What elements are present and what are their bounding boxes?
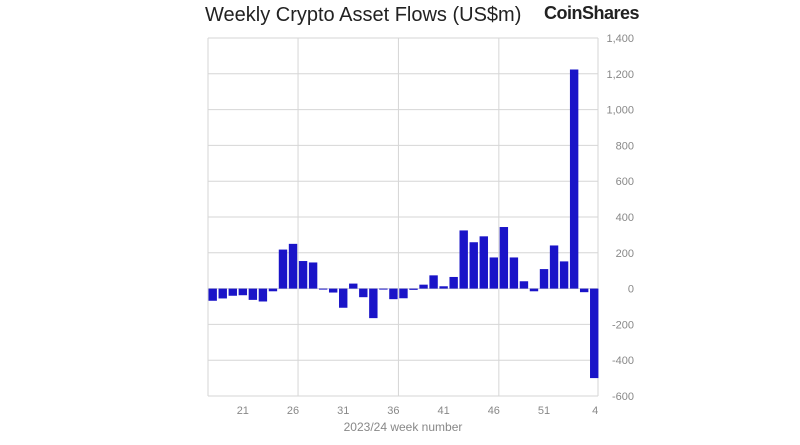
bar-week-18 — [208, 288, 217, 301]
x-tick-label: 26 — [287, 405, 299, 417]
bars — [208, 69, 599, 379]
bar-week-28 — [308, 262, 318, 289]
x-tick-label: 51 — [538, 405, 550, 417]
y-tick-label: 200 — [616, 248, 634, 260]
bar-week-36 — [389, 288, 398, 300]
bar-week-39 — [419, 284, 428, 289]
y-tick-label: 1,400 — [606, 33, 634, 45]
bar-week-21 — [238, 288, 248, 296]
bar-week-30 — [328, 288, 338, 293]
chart-title: Weekly Crypto Asset Flows (US$m) — [205, 4, 522, 26]
bar-week-51 — [539, 269, 549, 289]
y-tick-label: 600 — [616, 176, 634, 188]
y-tick-label: -600 — [612, 391, 634, 403]
bar-week-40 — [429, 275, 438, 289]
bar-week-34 — [369, 288, 378, 319]
x-tick-label: 21 — [237, 405, 249, 417]
y-tick-label: 0 — [628, 284, 634, 296]
bar-week-32 — [349, 283, 358, 289]
x-axis-label: 2023/24 week number — [344, 420, 463, 434]
y-tick-label: 800 — [616, 140, 634, 152]
x-axis-ticks: 21 26 31 36 41 46 51 4 — [237, 405, 599, 417]
bar-week-44 — [469, 242, 478, 289]
x-tick-label: 4 — [592, 405, 598, 417]
y-tick-label: -400 — [612, 355, 634, 367]
bar-week-26 — [288, 243, 298, 289]
y-tick-label: -200 — [612, 319, 634, 331]
bar-week-22 — [248, 288, 258, 300]
bar-week-25 — [278, 249, 288, 289]
bar-week-1 — [559, 261, 569, 289]
bar-week-38 — [409, 288, 418, 290]
y-tick-label: 400 — [616, 212, 634, 224]
bar-week-3 — [579, 288, 589, 293]
bar-week-4 — [590, 288, 599, 379]
bar-week-42 — [449, 276, 458, 289]
y-tick-label: 1,000 — [606, 105, 634, 117]
bar-week-19 — [218, 288, 227, 299]
bar-week-31 — [339, 288, 348, 308]
bar-week-47 — [499, 227, 509, 289]
bar-week-20 — [228, 288, 237, 296]
x-tick-label: 46 — [488, 405, 500, 417]
bar-week-48 — [509, 257, 519, 289]
bar-week-46 — [489, 257, 499, 289]
bar-week-43 — [459, 230, 468, 289]
y-tick-label: 1,200 — [606, 69, 634, 81]
bar-week-50 — [529, 288, 539, 292]
bar-week-23 — [258, 288, 268, 302]
bar-week-35 — [379, 288, 388, 290]
bar-week-33 — [359, 288, 368, 298]
coinshares-logo: CoinShares — [544, 3, 640, 23]
bar-week-24 — [268, 288, 278, 292]
bar-week-27 — [298, 261, 308, 289]
bar-week-29 — [318, 288, 328, 290]
bar-week-2 — [569, 69, 579, 289]
x-tick-label: 36 — [387, 405, 399, 417]
bar-week-41 — [439, 286, 448, 289]
y-axis-ticks: -600 -400 -200 0 200 400 600 800 1,000 1,200 1,400 — [606, 33, 634, 403]
bar-week-37 — [399, 288, 408, 299]
bar-week-52 — [549, 245, 559, 289]
x-tick-label: 41 — [437, 405, 449, 417]
grid-lines — [207, 37, 599, 397]
bar-week-45 — [479, 236, 488, 289]
bar-week-49 — [519, 281, 529, 289]
x-tick-label: 31 — [337, 405, 349, 417]
